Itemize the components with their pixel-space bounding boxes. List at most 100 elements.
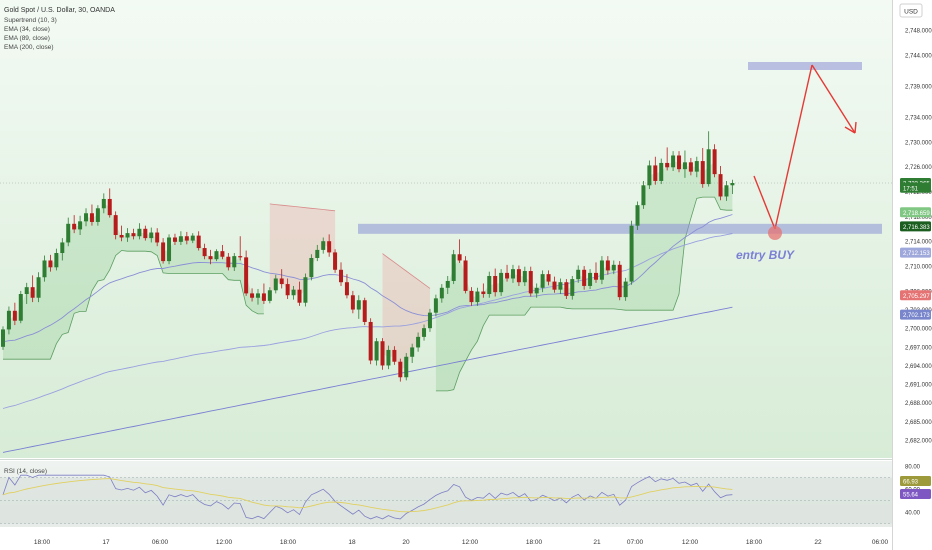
candle-body [516, 269, 521, 283]
candle-body [178, 236, 183, 242]
candle-body [576, 269, 581, 280]
price-badge-label: 17:51 [903, 186, 919, 192]
price-tick-label: 2,726.000 [905, 165, 932, 171]
ema-89-line [2, 233, 733, 409]
time-tick-label: 21 [593, 539, 601, 546]
candle-body [184, 236, 189, 241]
rsi-label[interactable]: RSI (14, close) [4, 468, 47, 475]
time-tick-label: 18:00 [280, 539, 297, 546]
candle-body [30, 287, 35, 298]
candle-body [1, 329, 5, 347]
ema-34-line [2, 214, 733, 343]
time-tick-label: 12:00 [462, 539, 479, 546]
candle-body [303, 277, 308, 303]
candle-body [78, 221, 83, 230]
candle-body [143, 228, 148, 239]
candle-body [623, 281, 628, 298]
price-tick-label: 2,697.000 [905, 345, 932, 351]
price-badge [900, 207, 931, 218]
support-zone [358, 223, 882, 234]
candle-body [451, 254, 456, 281]
price-badge [900, 221, 931, 232]
arrow-head [844, 121, 857, 134]
candle-body [315, 249, 320, 258]
candle-body [694, 161, 699, 172]
candle-body [24, 287, 29, 295]
indicator-ema34[interactable]: EMA (34, close) [4, 26, 50, 33]
price-axis: 2,748.000 2,744.000 2,739.000 2,734.000 2,73… [900, 29, 932, 500]
price-tick-label: 2,714.000 [905, 240, 932, 246]
price-badge-label: 2,712.153 [903, 251, 930, 257]
candle-body [546, 274, 551, 282]
candle-body [95, 208, 100, 222]
candle-body [137, 228, 142, 237]
candle-body [172, 237, 177, 242]
indicator-supertrend[interactable]: Supertrend (10, 3) [4, 17, 57, 24]
candle-body [629, 225, 634, 282]
price-badge-label: 66.93 [903, 480, 919, 486]
annotations-layer: entry BUY [736, 64, 857, 262]
time-tick-label: 06:00 [152, 539, 169, 546]
candle-body [125, 233, 130, 238]
candle-body [653, 165, 658, 181]
candle-body [659, 162, 664, 181]
candle-body [641, 185, 646, 206]
candle-body [273, 278, 278, 291]
candle-body [190, 235, 195, 241]
candle-body [475, 291, 480, 303]
candle-body [48, 260, 53, 268]
candle-body [327, 241, 332, 253]
price-tick-label: 2,744.000 [905, 53, 932, 59]
candle-body [380, 341, 385, 366]
indicator-ema89[interactable]: EMA (89, close) [4, 35, 50, 42]
candle-body [89, 213, 94, 222]
price-tick-label: 2,718.000 [905, 215, 932, 221]
price-badge [900, 182, 931, 193]
candle-body [463, 260, 468, 291]
candle-body [18, 294, 23, 321]
candle-body [131, 233, 136, 237]
candle-body [677, 155, 682, 170]
time-tick-label: 18:00 [34, 539, 51, 546]
candle-body [344, 282, 349, 296]
candle-body [718, 174, 723, 197]
legend: Gold Spot / U.S. Dollar, 30, OANDA Super… [4, 7, 115, 475]
candle-body [534, 287, 539, 294]
time-axis: 18:00 17 06:00 12:00 18:00 18 20 12:00 18:00 21 07… [34, 539, 889, 546]
candle-body [72, 223, 77, 230]
candle-body [439, 287, 444, 299]
candle-body [422, 328, 427, 337]
price-badge-label: 2,716.383 [903, 225, 930, 231]
candle-body [60, 242, 65, 254]
candle-body [594, 272, 598, 280]
candle-body [552, 281, 557, 290]
supertrend-fill [435, 161, 733, 391]
price-tick-label: 2,734.000 [905, 115, 932, 121]
time-tick-label: 12:00 [682, 539, 699, 546]
currency-badge[interactable]: USD [899, 3, 923, 18]
candle-body [635, 205, 640, 226]
supertrend-resistance-line [269, 203, 336, 212]
candle-body [66, 223, 71, 243]
candle-body [487, 276, 492, 295]
candle-body [238, 256, 243, 258]
candle-body [445, 280, 450, 288]
candle-body [42, 260, 47, 278]
entry-annotation: entry BUY [736, 248, 795, 262]
time-tick-label: 18 [348, 539, 356, 546]
price-tick-label: 2,700.000 [905, 327, 932, 333]
indicator-ema200[interactable]: EMA (200, close) [4, 44, 54, 51]
candle-body [113, 215, 118, 235]
candle-body [730, 183, 735, 186]
rsi-ma-line [2, 478, 733, 513]
candle-body [291, 289, 296, 296]
instrument-label[interactable]: Gold Spot / U.S. Dollar, 30, OANDA [4, 7, 115, 14]
candle-body [647, 165, 652, 186]
candle-body [416, 336, 421, 348]
candle-body [356, 300, 361, 310]
price-badge-label: 55.64 [903, 493, 919, 499]
price-tick-label: 2,682.000 [905, 439, 932, 445]
